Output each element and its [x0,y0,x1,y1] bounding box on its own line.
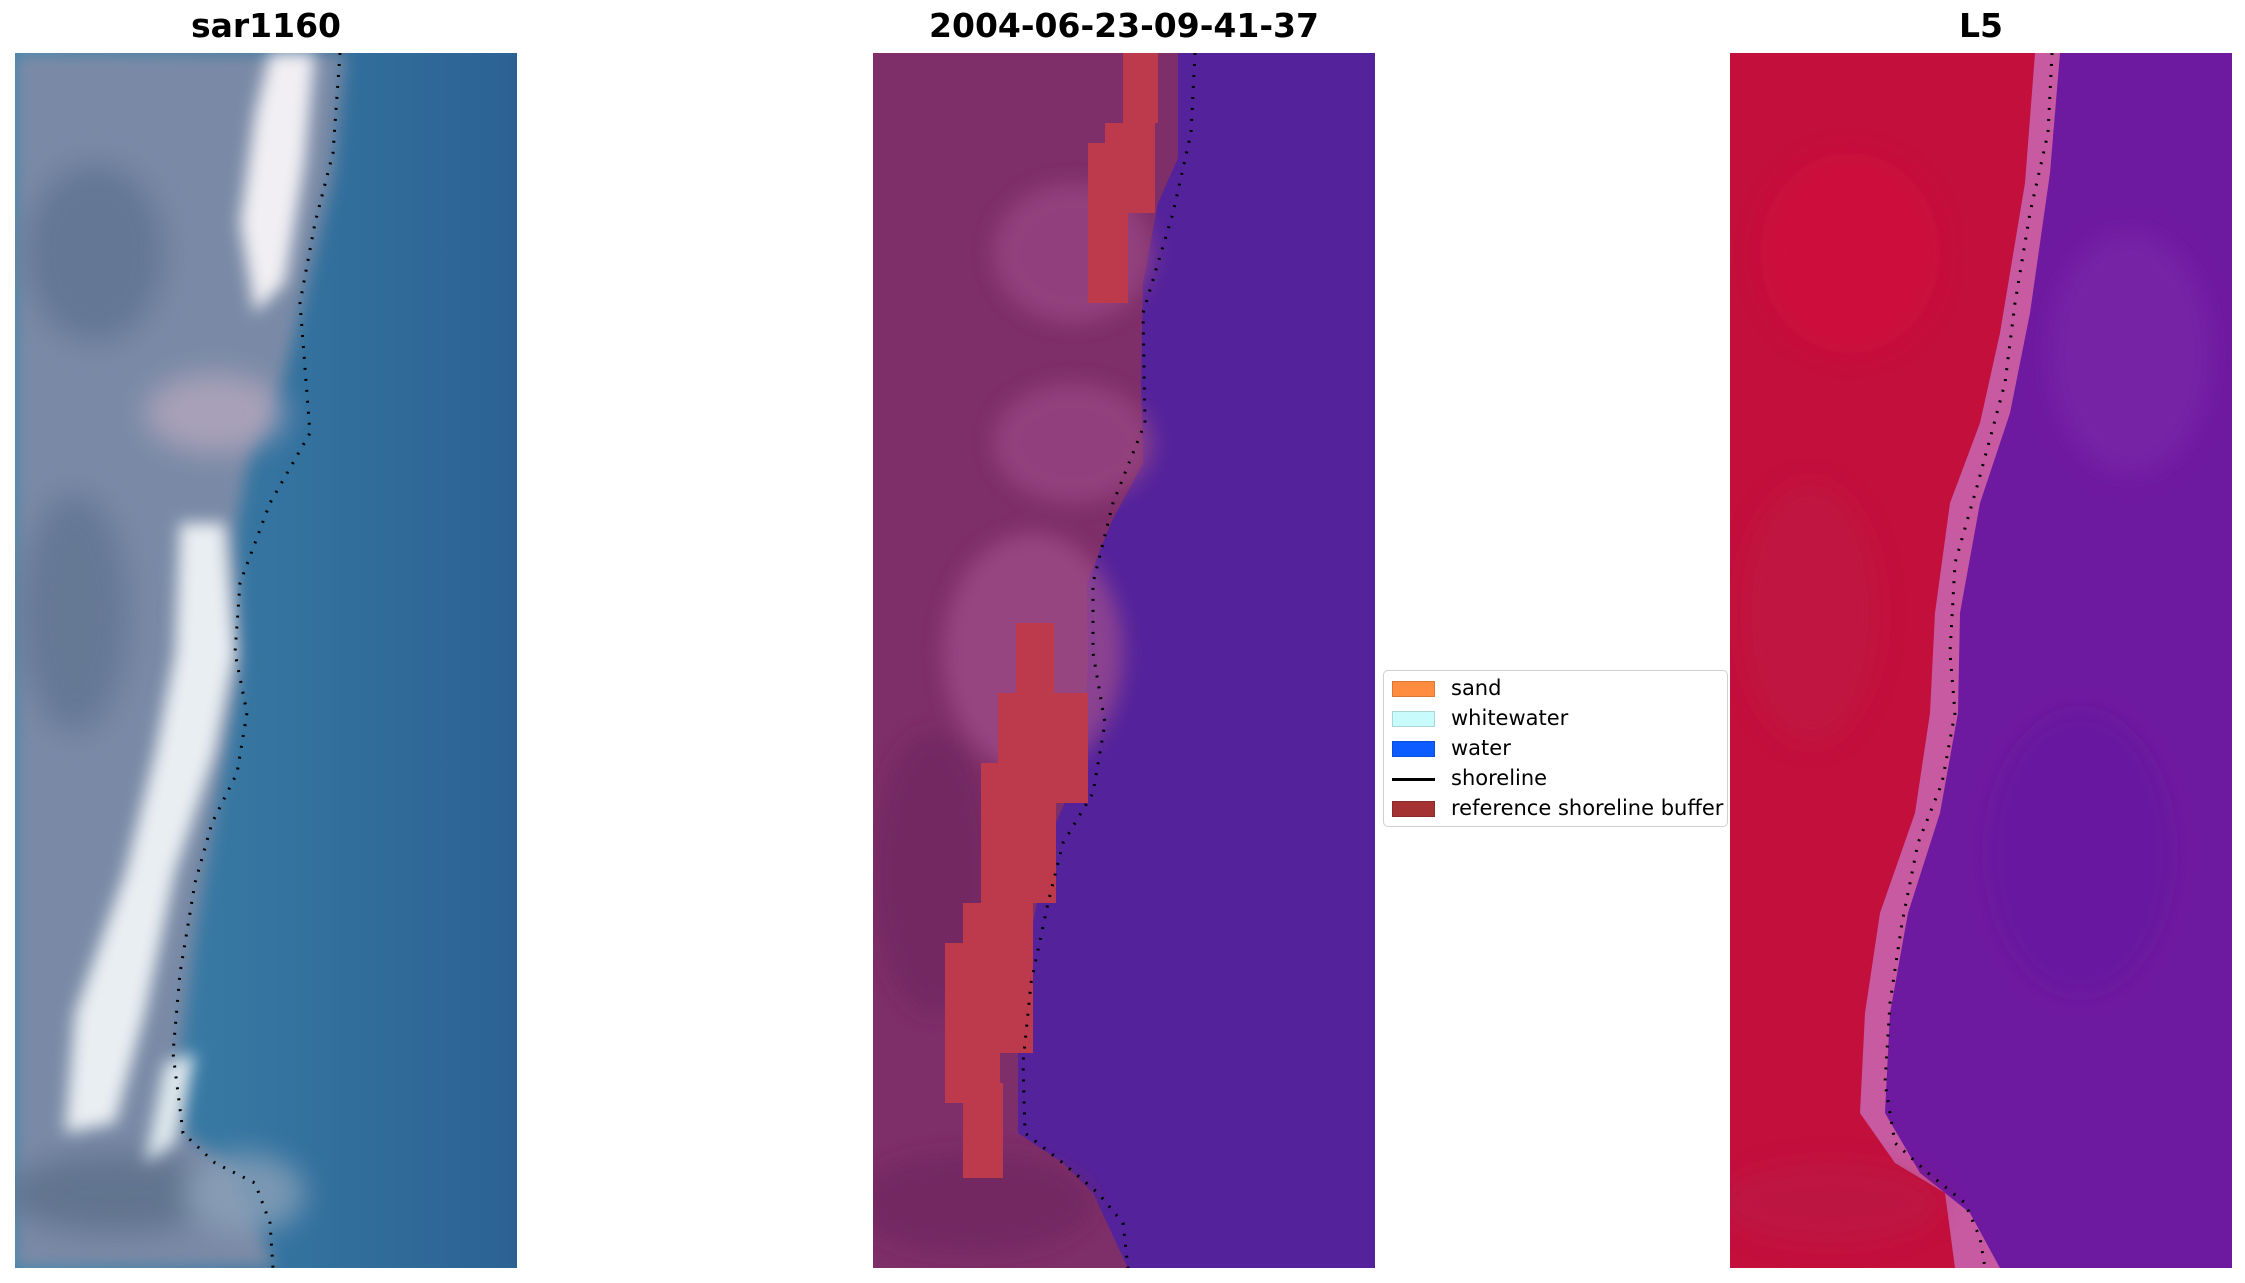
legend-label: water [1451,736,1511,760]
sand-swatch [1392,681,1435,697]
shoreline [171,53,342,1268]
shoreline [1883,53,2054,1268]
legend-item-sand: sand [1384,674,1727,704]
land-index-region [1730,53,2035,1268]
whitewater-swatch [1392,711,1435,727]
legend-label: shoreline [1451,766,1548,790]
water-swatch [1392,741,1435,757]
buffer-region [945,53,1158,1178]
rgb-image-panel [15,53,517,1268]
legend-label: sand [1451,676,1502,700]
legend-label: reference shoreline buffer [1451,796,1724,820]
legend-item-buffer: reference shoreline buffer [1384,794,1727,824]
middle-panel-title: 2004-06-23-09-41-37 [929,6,1319,45]
legend: sand whitewater water shoreline referenc… [1383,670,1728,827]
classified-image-panel [873,53,1375,1268]
index-image-panel [1730,53,2232,1268]
right-panel-title: L5 [1959,6,2003,45]
legend-item-whitewater: whitewater [1384,704,1727,734]
left-panel-title: sar1160 [190,6,342,45]
legend-label: whitewater [1451,706,1569,730]
buffer-swatch [1392,801,1435,817]
legend-item-shoreline: shoreline [1384,764,1727,794]
legend-item-water: water [1384,734,1727,764]
shoreline-swatch [1392,778,1435,781]
